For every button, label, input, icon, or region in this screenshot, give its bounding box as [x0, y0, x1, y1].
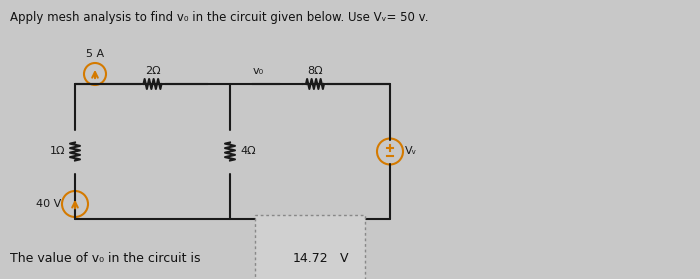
Text: Vᵥ: Vᵥ — [405, 146, 417, 157]
Text: 14.72: 14.72 — [292, 252, 328, 266]
Text: 2Ω: 2Ω — [145, 66, 160, 76]
Text: 8Ω: 8Ω — [307, 66, 323, 76]
Text: 4Ω: 4Ω — [240, 146, 256, 157]
Text: Apply mesh analysis to find v₀ in the circuit given below. Use Vᵥ= 50 v.: Apply mesh analysis to find v₀ in the ci… — [10, 11, 428, 24]
Text: The value of v₀ in the circuit is: The value of v₀ in the circuit is — [10, 252, 209, 266]
Text: 5 A: 5 A — [86, 49, 104, 59]
Text: 40 V: 40 V — [36, 199, 61, 209]
Text: v₀: v₀ — [253, 66, 264, 76]
Text: V: V — [340, 252, 349, 266]
Text: 1Ω: 1Ω — [50, 146, 65, 157]
